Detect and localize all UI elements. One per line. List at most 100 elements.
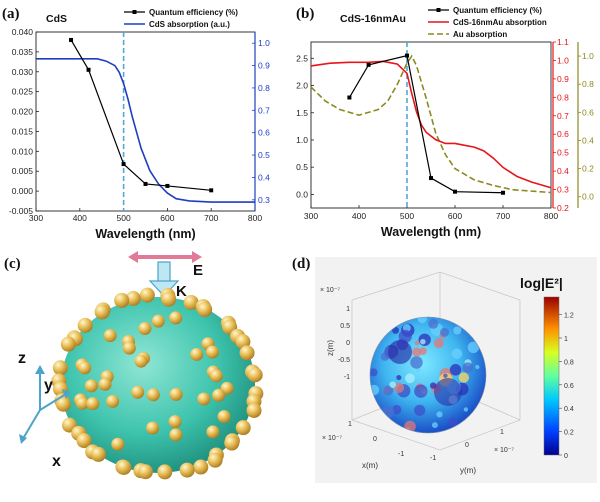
legend-qe-marker: [436, 8, 441, 12]
legend-au-label: Au absorption: [453, 30, 507, 39]
field-hotspot: [410, 356, 423, 369]
qe-point: [366, 62, 371, 67]
olive-y-tick-label: 0.0: [582, 192, 594, 202]
x-tick-label: 700: [204, 213, 218, 223]
legend-abs-label: CdS absorption (a.u.): [149, 20, 230, 29]
y-tick-label: 0.030: [12, 67, 34, 77]
y-tick-label: 0.005: [12, 166, 34, 176]
x-tick-label: 500: [400, 211, 414, 221]
gold-particle: [161, 291, 177, 307]
series-quantum-efficiency: [70, 39, 212, 191]
gold-particle: [197, 301, 213, 317]
gold-particle: [60, 336, 76, 352]
gold-particle: [139, 287, 155, 303]
legend-hybrid-label: CdS-16nmAu absorption: [453, 18, 547, 27]
gold-particle: [235, 420, 251, 436]
x-axis-label: x(m): [362, 461, 378, 470]
qe-point: [209, 188, 214, 193]
qe-point: [143, 181, 148, 186]
y-tick-label: 0.5: [296, 162, 308, 172]
field-low-region: [388, 340, 412, 364]
y-tick-label: -1: [430, 455, 436, 462]
field-hotspot: [392, 326, 400, 334]
y-tick-label: 2.0: [296, 81, 308, 91]
gold-particle: [224, 435, 240, 451]
panel-d-label: (d): [292, 256, 310, 272]
y-tick-label: -0.005: [9, 206, 33, 216]
right-y-tick-label: 1.0: [258, 38, 270, 48]
gold-particle: [76, 433, 92, 449]
gold-particle: [206, 425, 220, 439]
qe-point: [429, 176, 433, 181]
gold-particle: [246, 402, 262, 418]
red-y-tick-label: 0.6: [557, 129, 569, 139]
legend-qe-label: Quantum efficiency (%): [149, 8, 238, 17]
field-sphere: [369, 316, 487, 434]
field-hotspot: [439, 327, 450, 337]
y-tick-label: 0: [465, 442, 469, 449]
x-scale-label: × 10⁻⁷: [322, 435, 343, 442]
panel-d-field-map: (d) 1 0.5 0 -0.5 -1 1 0 -1 -1 0 1 × 10⁻⁷ × 10⁻⁷ × …: [292, 256, 597, 483]
gold-particle: [137, 464, 153, 480]
gold-particle: [212, 388, 226, 402]
gold-particle: [77, 317, 93, 333]
gold-particle: [183, 294, 199, 310]
gold-particle: [146, 388, 160, 402]
olive-y-tick-label: 0.2: [582, 164, 594, 174]
y-axis-label: y(m): [460, 466, 476, 475]
field-low-region: [434, 378, 462, 406]
gold-particle: [55, 396, 71, 412]
panel-c-label: (c): [4, 256, 21, 272]
gold-particle: [94, 304, 110, 320]
x-tick-label: 300: [304, 211, 318, 221]
field-hotspot: [428, 318, 439, 329]
red-y-tick-label: 0.8: [557, 92, 569, 102]
field-hotspot: [458, 372, 469, 383]
y-tick-label: 0.0: [296, 189, 308, 199]
y-tick-label: 0.000: [12, 186, 34, 196]
qe-point: [501, 190, 505, 195]
gold-particle: [169, 428, 183, 442]
field-hotspot: [417, 317, 428, 324]
y-tick-label: 1: [500, 429, 504, 436]
red-y-tick-label: 0.9: [557, 74, 569, 84]
gold-particle: [52, 360, 68, 376]
red-y-tick-label: 0.7: [557, 111, 569, 121]
qe-point: [86, 67, 91, 72]
gold-particle: [146, 421, 160, 435]
field-hotspot: [462, 362, 474, 374]
k-vector-arrow: [148, 261, 180, 297]
olive-y-tick-label: 0.4: [582, 135, 594, 145]
colorbar-tick-label: 1.2: [564, 313, 574, 320]
gold-particle: [84, 379, 98, 393]
colorbar-tick-label: 0.4: [564, 406, 574, 413]
gold-particle: [209, 369, 223, 383]
gold-particle: [103, 329, 117, 343]
gold-particle: [169, 311, 183, 325]
coordinate-axes: [19, 365, 70, 444]
gold-particle: [169, 387, 183, 401]
red-y-tick-label: 0.3: [557, 185, 569, 195]
x-tick-label: -1: [398, 451, 404, 458]
colorbar-tick-label: 0.2: [564, 430, 574, 437]
x-tick-label: 400: [73, 213, 87, 223]
gold-particle: [157, 464, 173, 480]
red-y-tick-label: 0.5: [557, 148, 569, 158]
gold-particle: [168, 415, 182, 429]
qe-point: [347, 95, 352, 100]
qe-point: [165, 183, 170, 188]
y-tick-label: 1.0: [296, 135, 308, 145]
right-y-tick-label: 0.6: [258, 128, 270, 138]
field-hotspot: [433, 337, 445, 349]
legend-qe-label: Quantum efficiency (%): [453, 6, 542, 15]
field-hotspot: [453, 326, 462, 335]
series-au-absorption: [310, 54, 552, 194]
x-tick-label: 700: [496, 211, 510, 221]
axis-x-label: x: [52, 453, 61, 470]
e-field-label: E: [193, 262, 203, 279]
y-tick-label: 0.025: [12, 87, 34, 97]
gold-particle: [134, 354, 148, 368]
olive-y-tick-label: 0.6: [582, 107, 594, 117]
x-tick-label: 300: [29, 213, 43, 223]
